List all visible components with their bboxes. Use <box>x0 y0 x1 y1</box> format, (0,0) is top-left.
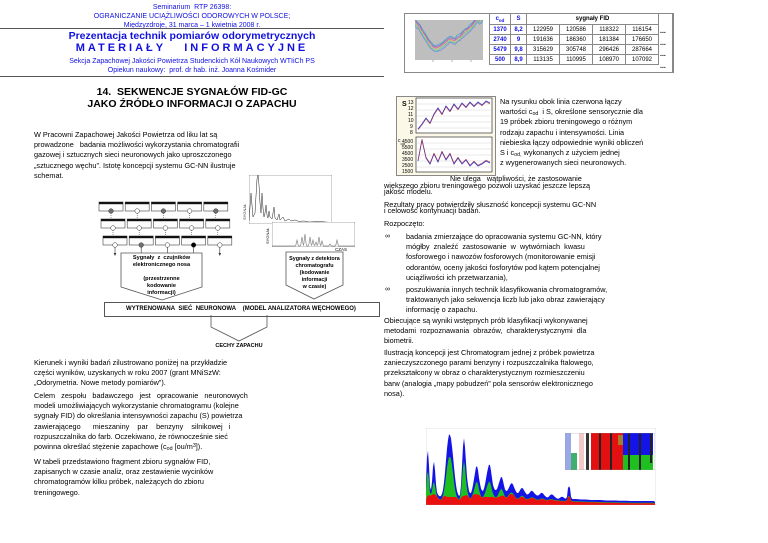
svg-text:S: S <box>402 101 407 108</box>
svg-text:8: 8 <box>410 130 413 136</box>
